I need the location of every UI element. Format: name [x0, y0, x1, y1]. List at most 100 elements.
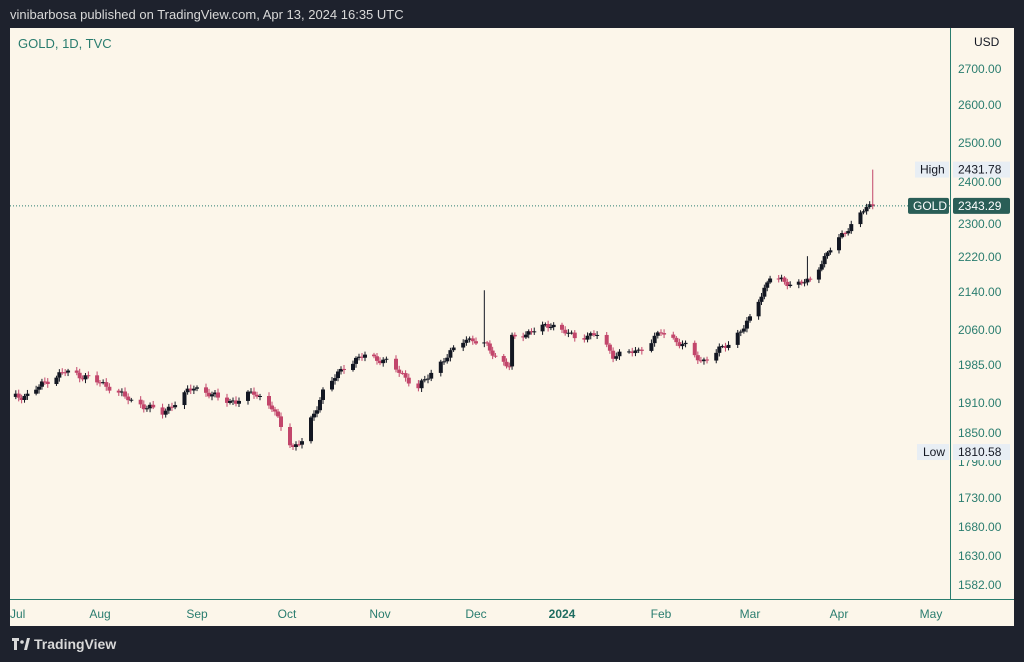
candle-body — [659, 332, 663, 334]
candle-body — [429, 372, 434, 379]
x-tick-label: Mar — [740, 607, 761, 621]
candle-body — [548, 327, 553, 329]
x-tick-label: Aug — [89, 607, 110, 621]
candle-body — [148, 404, 153, 409]
candle-body — [867, 204, 872, 208]
candle-body — [870, 204, 875, 207]
symbol-label[interactable]: GOLD, 1D, TVC — [18, 36, 112, 51]
candle-body — [342, 368, 346, 370]
candle-body — [19, 397, 24, 400]
low-value: 1810.58 — [958, 445, 1002, 459]
candle-body — [291, 445, 295, 447]
candle-body — [636, 349, 641, 351]
tradingview-brand[interactable]: TradingView — [34, 636, 117, 652]
candle-body — [98, 382, 102, 384]
candle-body — [782, 277, 787, 282]
chart-area[interactable]: USD 2700.00 2600.00 2500.00 2400.00 2300.00 22… — [10, 28, 1014, 626]
candle-body — [701, 359, 706, 362]
candle-body — [671, 334, 676, 338]
candle-body — [403, 373, 408, 378]
tradingview-logo-icon — [12, 638, 30, 650]
candle-body — [270, 405, 274, 410]
candle-body — [119, 391, 124, 393]
y-tick-label: 1582.00 — [958, 578, 1002, 592]
candle-body — [802, 282, 807, 284]
candle-body — [339, 368, 343, 372]
candle-body — [163, 410, 168, 415]
x-tick-label: Nov — [369, 607, 390, 621]
candle-body — [630, 351, 635, 354]
candle-body — [470, 338, 475, 342]
candle-body — [714, 352, 719, 361]
candle-body — [546, 324, 551, 328]
candle-body — [526, 331, 531, 335]
candle-body — [504, 361, 509, 367]
candle-body — [741, 328, 746, 332]
candle-body — [237, 400, 241, 404]
candle-body — [101, 382, 106, 384]
candle-body — [796, 281, 801, 285]
candle-body — [493, 355, 498, 357]
candle-body — [66, 370, 71, 373]
candle-body — [674, 337, 679, 343]
candle-body — [210, 394, 214, 397]
candle-body — [649, 343, 654, 351]
candle-body — [255, 394, 259, 397]
candle-body — [422, 379, 427, 381]
candle-body — [54, 377, 59, 385]
candle-body — [683, 342, 688, 345]
candle-body — [591, 333, 596, 336]
candle-body — [588, 333, 593, 336]
candle-body — [419, 380, 424, 389]
candle-body — [300, 441, 304, 445]
price-chart-svg[interactable]: USD 2700.00 2600.00 2500.00 2400.00 2300.00 22… — [10, 28, 1014, 626]
y-tick-label: 1850.00 — [958, 426, 1002, 440]
candle-body — [360, 356, 364, 358]
candle-body — [25, 393, 30, 396]
low-tag-bg — [917, 444, 949, 461]
candle-body — [482, 342, 487, 344]
candle-body — [207, 392, 211, 397]
candle-body — [13, 393, 18, 397]
candle-body — [861, 211, 866, 213]
candle-body — [843, 232, 848, 234]
candle-body — [490, 350, 495, 356]
candle-body — [216, 392, 220, 398]
y-tick-label: 1730.00 — [958, 491, 1002, 505]
y-tick-label: 2400.00 — [958, 175, 1002, 189]
candle-body — [80, 378, 85, 380]
candle-body — [246, 391, 250, 401]
candle-body — [204, 387, 208, 393]
candle-body — [267, 395, 271, 406]
candle-body — [595, 334, 600, 336]
candle-body — [507, 366, 512, 368]
candle-body — [86, 375, 91, 377]
y-tick-label: 2060.00 — [958, 323, 1002, 337]
last-value: 2343.29 — [958, 199, 1002, 213]
candle-body — [336, 371, 340, 379]
candle-body — [837, 237, 841, 251]
candle-body — [805, 278, 810, 283]
y-tick-label: 2300.00 — [958, 217, 1002, 231]
candle-body — [744, 320, 749, 329]
candle-body — [394, 358, 398, 370]
last-symbol-tag — [908, 197, 949, 214]
candle-body — [445, 357, 450, 362]
y-tick-label: 2500.00 — [958, 136, 1002, 150]
candle-body — [378, 360, 382, 364]
candle-body — [185, 388, 190, 393]
candle-body — [228, 401, 232, 403]
candle-body — [231, 400, 235, 402]
candle-body — [372, 354, 376, 357]
candle-body — [321, 389, 325, 400]
candle-body — [258, 395, 262, 397]
candle-body — [543, 324, 548, 326]
candle-body — [39, 381, 44, 387]
candle-body — [563, 329, 568, 334]
candle-body — [416, 383, 421, 389]
candle-body — [825, 252, 830, 257]
candle-body — [604, 334, 609, 345]
candle-body — [60, 372, 65, 374]
candle-body — [129, 399, 134, 401]
candle-body — [297, 444, 301, 446]
